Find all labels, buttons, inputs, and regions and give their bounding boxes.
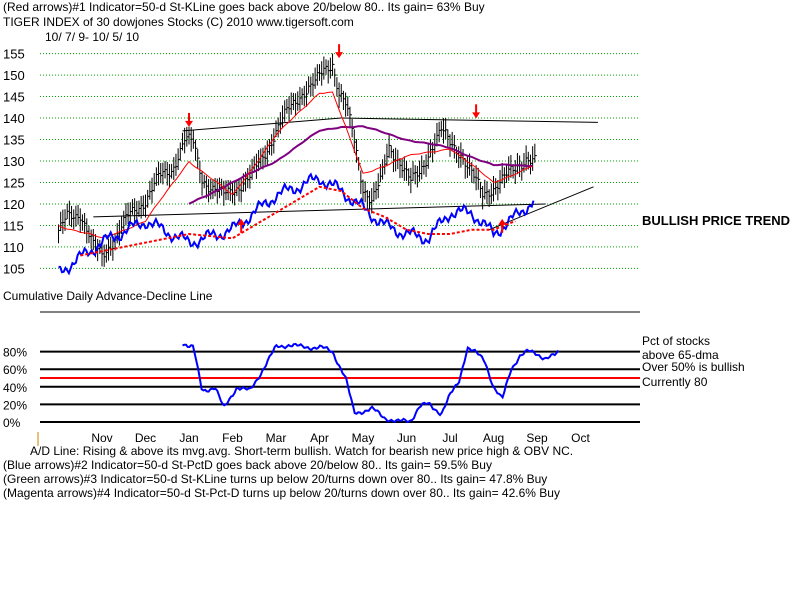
price-y-tick-label: 145: [3, 90, 25, 105]
pct-legend-text: Pct of stocks: [642, 334, 710, 348]
pct-panel-title: Cumulative Daily Advance-Decline Line: [3, 289, 213, 303]
price-slow-moving-average: [188, 125, 533, 205]
price-y-tick-label: 120: [3, 197, 25, 212]
red-sell-arrow-head: [335, 52, 344, 59]
month-tick-label: Feb: [222, 431, 243, 445]
bullish-price-trend-annotation: BULLISH PRICE TREND: [642, 213, 790, 228]
header-date-range: 10/ 7/ 9- 10/ 5/ 10: [45, 30, 140, 44]
price-y-tick-label: 105: [3, 261, 25, 276]
pct-stocks-line: [182, 342, 560, 424]
red-buy-arrow-head: [237, 218, 246, 225]
advance-decline-moving-average: [80, 185, 516, 257]
pct-legend-text: Over 50% is bullish: [642, 360, 745, 374]
red-sell-arrow-head: [185, 120, 193, 127]
month-tick-label: Oct: [571, 431, 590, 445]
price-chart: 155 150 145 140 135 130 125 120 115 110 105 BULLISH…: [3, 44, 790, 276]
price-y-tick-label: 125: [3, 175, 25, 190]
footer-green-arrows-note: (Green arrows)#3 Indicator=50-d St-KLine…: [3, 472, 548, 486]
price-y-tick-label: 150: [3, 68, 25, 83]
price-y-tick-label: 115: [3, 218, 24, 233]
month-tick-label: Nov: [91, 431, 112, 445]
month-tick-label: Dec: [135, 431, 156, 445]
month-tick-label: Apr: [310, 431, 329, 445]
pct-y-tick-label: 40%: [3, 381, 27, 395]
price-trendline: [93, 203, 546, 218]
header-index-title: TIGER INDEX of 30 dowjones Stocks (C) 20…: [3, 15, 354, 29]
price-trendline: [341, 117, 598, 123]
month-tick-label: Sep: [526, 431, 548, 445]
price-trendline: [488, 186, 594, 231]
price-y-tick-label: 135: [3, 133, 25, 148]
red-sell-arrow-head: [472, 112, 481, 119]
month-axis: Nov Dec Jan Feb Mar Apr May Jun Jul Aug Sep Oct: [37, 431, 590, 446]
pct-legend-text: above 65-dma: [642, 348, 719, 362]
pct-legend-text: Currently 80: [642, 375, 708, 389]
price-trendline: [182, 117, 342, 132]
pct-y-tick-label: 60%: [3, 363, 27, 377]
advance-decline-line: [58, 172, 535, 276]
month-tick-label: Jul: [442, 431, 457, 445]
footer-ad-line-note: A/D Line: Rising & above its mvg.avg. Sh…: [30, 444, 574, 458]
header-red-arrows-note: (Red arrows)#1 Indicator=50-d St-KLine g…: [3, 0, 485, 14]
month-tick-label: Jan: [179, 431, 198, 445]
month-tick-label: May: [352, 431, 375, 445]
month-tick-label: Mar: [266, 431, 287, 445]
price-y-tick-label: 130: [3, 154, 25, 169]
pct-y-tick-label: 80%: [3, 346, 27, 360]
pct-y-tick-label: 0%: [3, 416, 21, 430]
price-y-tick-label: 110: [3, 240, 24, 255]
pct-y-tick-label: 20%: [3, 398, 27, 412]
footer-magenta-arrows-note: (Magenta arrows)#4 Indicator=50-d St-Pct…: [3, 486, 560, 500]
month-tick-label: Aug: [483, 431, 504, 445]
pct-stocks-chart: Cumulative Daily Advance-Decline Line 80%…: [3, 289, 745, 430]
month-tick-label: Jun: [397, 431, 416, 445]
price-y-tick-label: 140: [3, 111, 25, 126]
red-buy-arrow-head: [498, 218, 507, 225]
price-y-tick-label: 155: [3, 47, 25, 62]
footer-blue-arrows-note: (Blue arrows)#2 Indicator=50-d St-PctD g…: [3, 458, 492, 472]
